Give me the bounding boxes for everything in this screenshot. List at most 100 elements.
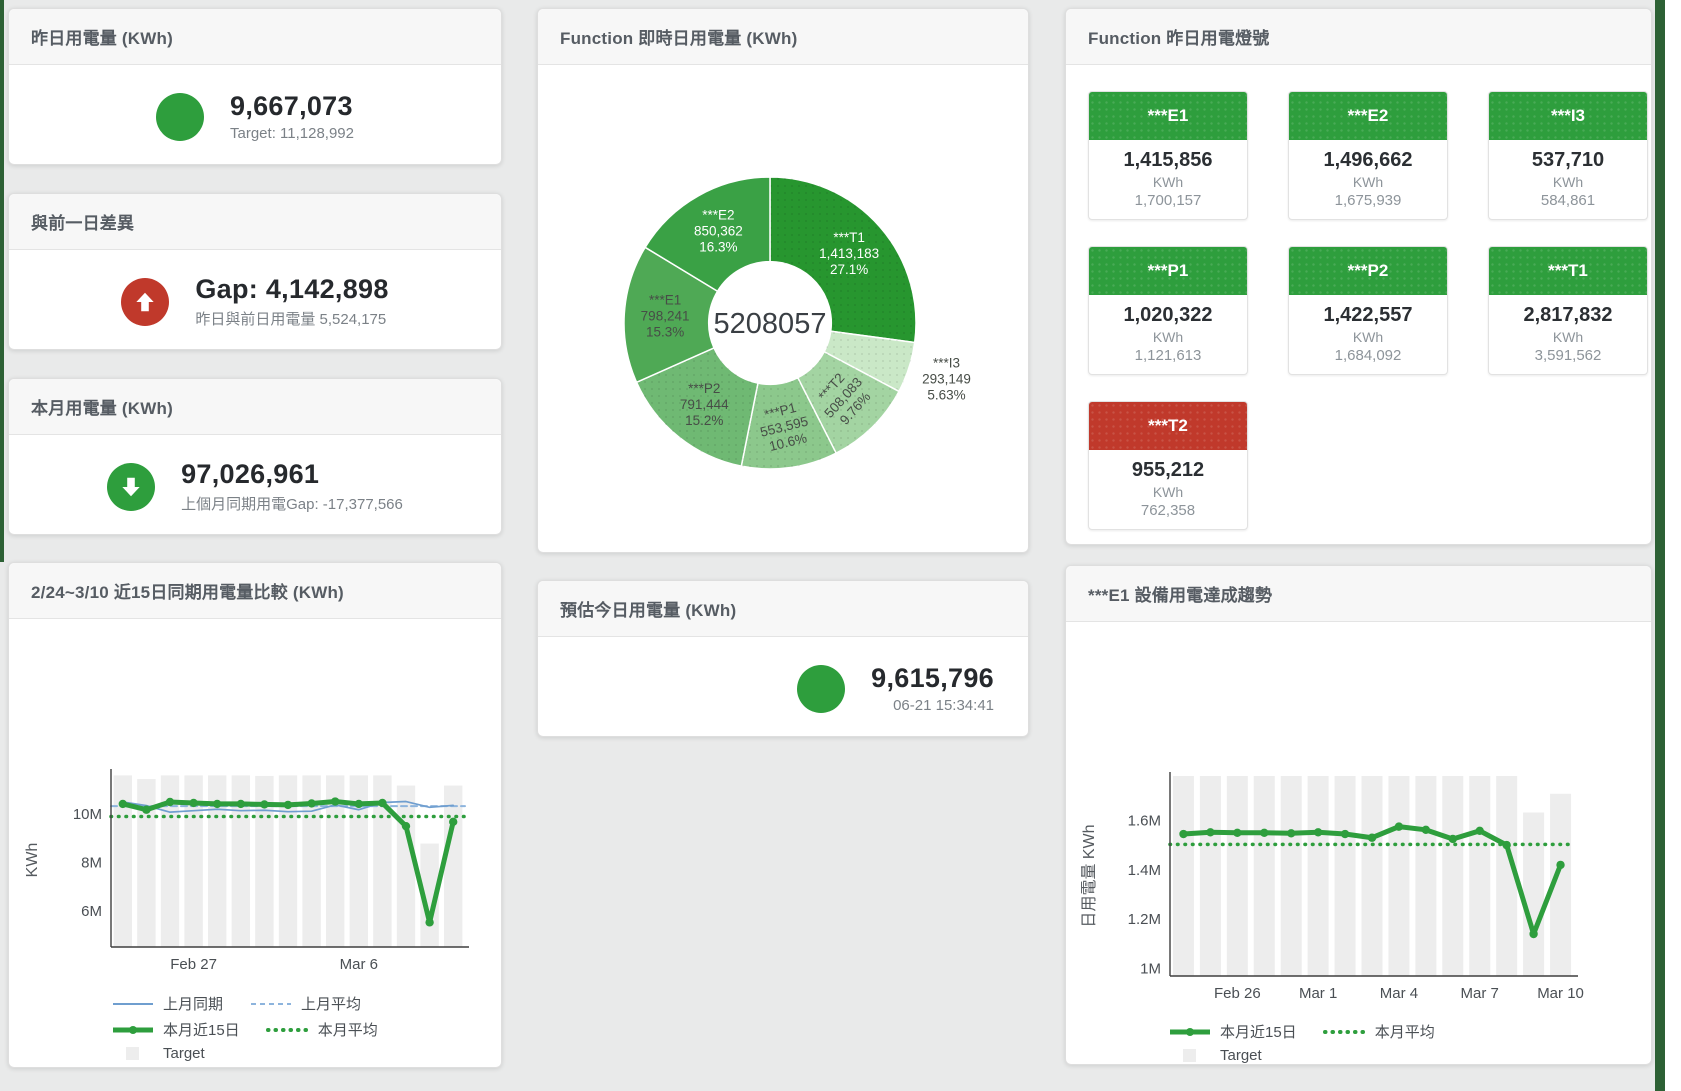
x-tick-label: Feb 27 (170, 956, 217, 973)
target-bar (1469, 776, 1491, 976)
series-marker (165, 797, 175, 807)
tile-value: 1,020,322 (1123, 304, 1213, 326)
target-bar (231, 775, 251, 947)
legend-item[interactable]: 本月近15日 (1168, 1021, 1297, 1042)
tile-target: 584,861 (1540, 192, 1596, 209)
series-marker (213, 799, 222, 809)
tile-target: 1,675,939 (1334, 192, 1402, 209)
series-marker (1394, 822, 1404, 831)
target-bar (1280, 776, 1302, 976)
legend-item[interactable]: 本月近15日 (111, 1019, 240, 1040)
card-title: 2/24~3/10 近15日同期用電量比較 (KWh) (9, 563, 501, 619)
donut-center-total: 5208057 (714, 308, 827, 340)
target-bar (1388, 776, 1410, 976)
x-tick-label: Mar 7 (1461, 985, 1499, 1002)
target-bar (443, 785, 463, 947)
legend-label: 本月平均 (317, 1022, 378, 1039)
card-title-text: 與前一日差異 (31, 214, 135, 233)
status-tile[interactable]: ***E1 1,415,856 KWh 1,700,157 (1088, 91, 1248, 220)
legend-item[interactable]: 本月平均 (265, 1019, 378, 1040)
legend-item[interactable]: 上月平均 (249, 993, 361, 1014)
legend-swatch-icon (113, 1026, 153, 1034)
tile-unit: KWh (1552, 329, 1584, 345)
series-marker (118, 799, 128, 809)
right-edge-accent (1655, 0, 1665, 1091)
legend-swatch-icon (126, 1047, 139, 1060)
tile-label: ***T2 (1089, 402, 1247, 450)
card-realtime-donut: Function 即時日用電量 (KWh) ***T1 1,413,183 27.1… (537, 8, 1029, 553)
legend-label: 本月平均 (1374, 1024, 1435, 1041)
legend-item[interactable]: 上月同期 (111, 993, 223, 1014)
card-title: ***E1 設備用電達成趨勢 (1066, 566, 1651, 622)
target-bar (184, 775, 203, 947)
tile-label: ***P2 (1289, 247, 1447, 295)
kpi-subtext: 昨日與前日用電量 5,524,175 (195, 311, 387, 328)
legend-item[interactable]: Target (1168, 1047, 1262, 1064)
target-bar (1253, 776, 1275, 976)
card-15day-compare-chart: 2/24~3/10 近15日同期用電量比較 (KWh) 6M 8M 10M Feb 2… (8, 562, 502, 1068)
donut-slice[interactable] (644, 176, 771, 293)
x-tick-label: Feb 26 (1214, 985, 1261, 1002)
kpi-subtext: 上個月同期用電Gap: -17,377,566 (181, 496, 403, 513)
card-title: 昨日用電量 (KWh) (9, 9, 501, 65)
status-tile[interactable]: ***P2 1,422,557 KWh 1,684,092 (1288, 246, 1448, 375)
tile-label: ***I3 (1489, 92, 1647, 140)
donut-chart[interactable]: ***T1 1,413,183 27.1%***I3 293,149 5.63%***T… (538, 65, 1028, 555)
target-bar (255, 775, 274, 947)
legend-label: Target (1220, 1047, 1262, 1064)
target-bar (113, 775, 133, 947)
card-title: Function 昨日用電燈號 (1066, 9, 1651, 65)
compare-line-chart[interactable]: 6M 8M 10M Feb 27 Mar 6 KWh (15, 623, 485, 983)
tile-value: 955,212 (1131, 459, 1205, 481)
trend-line-chart[interactable]: 1M 1.2M 1.4M 1.6M Feb 26 Mar 1 Mar 4 Mar 7 Mar 1… (1072, 626, 1592, 1011)
y-tick-label: 1.6M (1128, 812, 1161, 829)
tile-value: 537,710 (1531, 149, 1605, 171)
legend-label: Target (163, 1045, 205, 1062)
kpi-value: 97,026,961 (181, 459, 320, 489)
target-bar (396, 785, 416, 947)
tile-unit: KWh (1152, 174, 1184, 190)
series-marker (142, 805, 151, 814)
card-month-usage: 本月用電量 (KWh) 97,026,961 上個月同期用電Gap: -17,3… (8, 378, 502, 535)
target-bar (207, 775, 227, 947)
status-tile[interactable]: ***P1 1,020,322 KWh 1,121,613 (1088, 246, 1248, 375)
status-tile[interactable]: ***T1 2,817,832 KWh 3,591,562 (1488, 246, 1648, 375)
legend-swatch-icon (251, 1003, 292, 1005)
tile-label: ***E2 (1289, 92, 1447, 140)
card-yesterday-usage: 昨日用電量 (KWh) 9,667,073 Target: 11,128,992 (8, 8, 502, 165)
series-marker (1287, 829, 1296, 838)
compare-chart-legend: 上月同期 上月平均 本月近15日 本月平均 Target (111, 993, 501, 1062)
status-tile-grid: ***E1 1,415,856 KWh 1,700,157 ***E2 1,496… (1088, 91, 1651, 530)
tile-unit: KWh (1152, 329, 1184, 345)
target-bar (325, 775, 345, 947)
kpi-timestamp: 06-21 15:34:41 (893, 697, 994, 714)
target-bar (1172, 776, 1194, 976)
status-tile[interactable]: ***T2 955,212 KWh 762,358 (1088, 401, 1248, 530)
tile-target: 1,684,092 (1334, 347, 1402, 364)
y-tick-label: 10M (73, 806, 102, 823)
series-marker (1340, 829, 1350, 839)
donut-slice-pattern (797, 351, 899, 454)
target-bar (1523, 812, 1545, 976)
target-bar (1415, 776, 1437, 976)
kpi-subtext: Target: 11,128,992 (230, 125, 354, 142)
series-marker (307, 799, 316, 808)
legend-item[interactable]: 本月平均 (1322, 1021, 1435, 1042)
kpi-value: Gap: 4,142,898 (195, 274, 389, 304)
legend-item[interactable]: Target (111, 1045, 205, 1062)
tile-unit: KWh (1352, 329, 1384, 345)
status-tile[interactable]: ***E2 1,496,662 KWh 1,675,939 (1288, 91, 1448, 220)
series-marker (1556, 860, 1565, 870)
y-tick-label: 8M (81, 854, 102, 871)
series-marker (1206, 828, 1215, 837)
card-title-text: 2/24~3/10 近15日同期用電量比較 (KWh) (31, 583, 344, 602)
status-tile[interactable]: ***I3 537,710 KWh 584,861 (1488, 91, 1648, 220)
series-marker (1367, 833, 1377, 842)
target-bar (1199, 776, 1221, 976)
donut-slice-pattern (636, 347, 758, 467)
target-bar (278, 775, 298, 947)
y-axis-label: KWh (24, 843, 41, 878)
tile-target: 3,591,562 (1534, 347, 1602, 364)
series-marker (425, 918, 434, 927)
target-bar (349, 775, 369, 947)
